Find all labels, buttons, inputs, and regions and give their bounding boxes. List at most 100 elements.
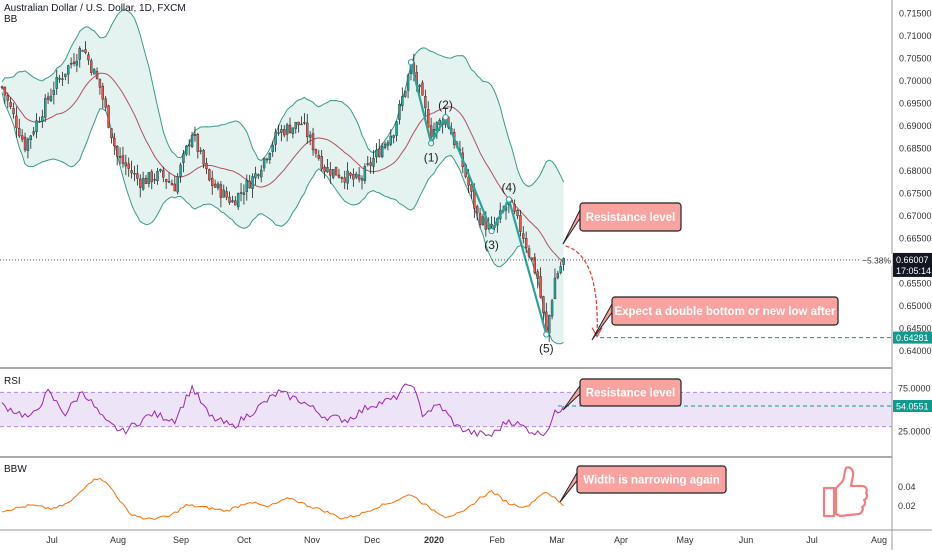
candle[interactable] xyxy=(375,143,378,163)
candle[interactable] xyxy=(9,97,12,110)
candle[interactable] xyxy=(268,152,272,164)
candle[interactable] xyxy=(141,171,145,191)
candle[interactable] xyxy=(424,89,427,117)
target-price-tag[interactable] xyxy=(893,331,932,344)
candle[interactable] xyxy=(265,157,269,164)
candle[interactable] xyxy=(81,49,84,52)
candle[interactable] xyxy=(254,166,257,185)
candle[interactable] xyxy=(32,126,35,137)
candle[interactable] xyxy=(311,127,315,156)
candle[interactable] xyxy=(3,86,7,104)
candle[interactable] xyxy=(75,54,79,73)
candle[interactable] xyxy=(398,100,401,125)
candle[interactable] xyxy=(395,120,398,142)
resistance-callout[interactable]: Resistance level xyxy=(562,202,682,245)
candle[interactable] xyxy=(72,53,76,67)
candle[interactable] xyxy=(556,270,560,280)
candle[interactable] xyxy=(242,184,246,205)
candle[interactable] xyxy=(170,179,174,186)
candle[interactable] xyxy=(219,181,223,208)
candle[interactable] xyxy=(542,295,545,322)
candle[interactable] xyxy=(222,184,225,198)
candle[interactable] xyxy=(285,122,289,142)
candle[interactable] xyxy=(147,172,151,188)
candle[interactable] xyxy=(559,261,562,275)
candle[interactable] xyxy=(90,58,93,76)
candle[interactable] xyxy=(23,132,27,153)
candle[interactable] xyxy=(470,183,473,199)
candle[interactable] xyxy=(179,162,182,183)
candle[interactable] xyxy=(360,175,364,190)
candle[interactable] xyxy=(26,137,30,159)
candle[interactable] xyxy=(257,173,260,180)
candle[interactable] xyxy=(182,149,185,173)
candle[interactable] xyxy=(524,231,528,253)
candle[interactable] xyxy=(225,186,228,201)
candle[interactable] xyxy=(234,196,237,206)
candle[interactable] xyxy=(355,171,358,180)
candle[interactable] xyxy=(176,173,179,195)
candle[interactable] xyxy=(185,145,188,157)
candle[interactable] xyxy=(156,167,159,185)
candle[interactable] xyxy=(211,170,214,195)
candle[interactable] xyxy=(369,157,372,174)
candle[interactable] xyxy=(343,170,346,190)
candle[interactable] xyxy=(418,84,421,94)
candle[interactable] xyxy=(38,116,41,123)
candle[interactable] xyxy=(262,157,266,172)
candle[interactable] xyxy=(536,269,539,289)
candle[interactable] xyxy=(308,131,312,146)
candle[interactable] xyxy=(107,104,110,129)
candle[interactable] xyxy=(29,135,32,149)
candle[interactable] xyxy=(323,164,326,179)
candle[interactable] xyxy=(248,174,251,189)
candle[interactable] xyxy=(52,81,56,105)
candle[interactable] xyxy=(20,129,24,143)
candle[interactable] xyxy=(104,96,107,111)
candle[interactable] xyxy=(208,168,211,182)
candle[interactable] xyxy=(326,158,329,173)
candle[interactable] xyxy=(113,132,116,155)
candle[interactable] xyxy=(383,141,387,150)
candle[interactable] xyxy=(288,117,292,134)
candle[interactable] xyxy=(162,166,165,183)
candle[interactable] xyxy=(216,181,220,191)
candle[interactable] xyxy=(231,195,234,203)
candle[interactable] xyxy=(196,132,200,159)
candle[interactable] xyxy=(228,191,231,205)
candle[interactable] xyxy=(303,113,306,125)
candle[interactable] xyxy=(193,126,197,142)
candle[interactable] xyxy=(55,69,58,95)
candle[interactable] xyxy=(334,166,338,176)
candle[interactable] xyxy=(274,128,277,152)
candle[interactable] xyxy=(548,314,551,342)
candle[interactable] xyxy=(35,113,38,139)
candle[interactable] xyxy=(291,127,295,139)
candle[interactable] xyxy=(159,168,162,173)
candle[interactable] xyxy=(41,109,44,128)
current-price-tag[interactable] xyxy=(893,252,932,277)
candle[interactable] xyxy=(357,167,361,183)
candle[interactable] xyxy=(516,209,519,220)
candle[interactable] xyxy=(144,175,148,184)
candle[interactable] xyxy=(401,87,404,112)
candle[interactable] xyxy=(332,169,335,180)
candle[interactable] xyxy=(150,169,153,190)
candle[interactable] xyxy=(280,124,283,142)
candle[interactable] xyxy=(118,147,122,165)
candle[interactable] xyxy=(136,164,139,186)
candle[interactable] xyxy=(44,94,47,123)
candle[interactable] xyxy=(539,267,542,299)
candle[interactable] xyxy=(320,150,323,172)
candle[interactable] xyxy=(69,57,73,69)
candle[interactable] xyxy=(404,90,407,98)
candle[interactable] xyxy=(92,67,96,75)
candle[interactable] xyxy=(550,298,554,320)
candle[interactable] xyxy=(18,118,21,138)
candle[interactable] xyxy=(300,116,303,126)
candle[interactable] xyxy=(153,173,156,184)
candle[interactable] xyxy=(98,78,102,95)
candle[interactable] xyxy=(481,213,485,227)
candle[interactable] xyxy=(84,41,87,55)
bbw-pane-label[interactable]: BBW xyxy=(4,464,27,475)
